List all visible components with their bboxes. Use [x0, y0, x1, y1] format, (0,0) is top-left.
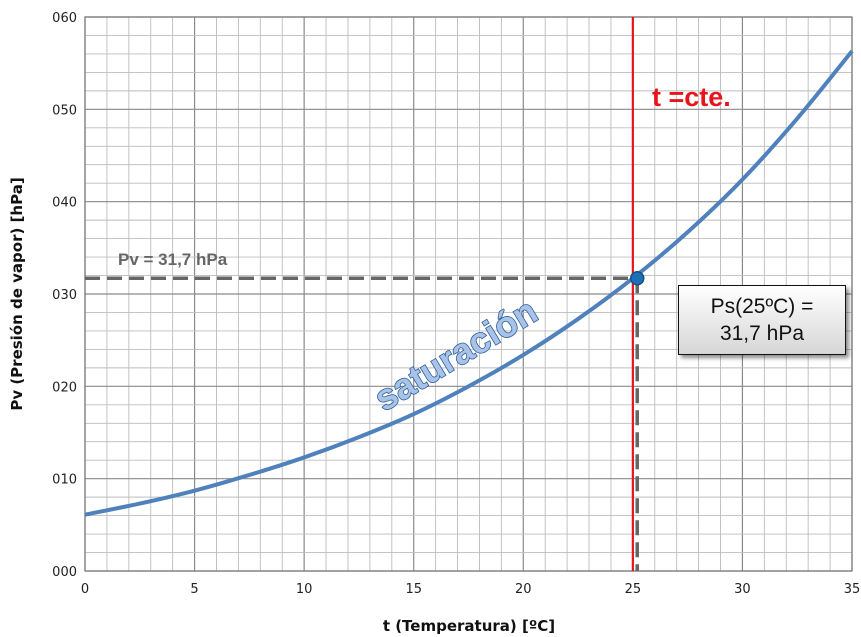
t-constant-label: t =cte. — [652, 82, 731, 112]
x-tick-label: 30 — [734, 582, 751, 597]
ps-annotation-box: Ps(25ºC) = 31,7 hPa — [678, 285, 846, 355]
saturation-curve-label: saturación — [367, 290, 544, 419]
y-tick-labels: 000 010 020 030 040 050 060 — [52, 11, 77, 580]
y-tick-label: 020 — [52, 380, 77, 395]
guide-lines — [85, 17, 639, 571]
pv-value-label: Pv = 31,7 hPa — [118, 250, 228, 269]
ps-box-line2: 31,7 hPa — [719, 322, 805, 345]
plot-area-border — [84, 16, 853, 572]
saturation-point-marker — [629, 271, 645, 286]
x-tick-label: 5 — [190, 582, 198, 597]
x-tick-label: 15 — [405, 582, 422, 597]
grid-lines — [84, 16, 853, 572]
ps-box-line1: Ps(25ºC) = — [710, 294, 814, 318]
x-tick-label: 35 — [844, 582, 861, 597]
x-axis-title: t (Temperatura) [ºC] — [383, 617, 555, 635]
y-axis-title: Pv (Presión de vapor) [hPa] — [8, 177, 26, 410]
y-tick-label: 050 — [52, 103, 77, 118]
y-tick-label: 000 — [52, 565, 77, 580]
x-tick-labels: 0 5 10 15 20 25 30 35 — [81, 582, 860, 597]
x-tick-label: 25 — [625, 582, 642, 597]
x-tick-label: 10 — [296, 582, 313, 597]
y-tick-label: 040 — [52, 196, 77, 211]
y-tick-label: 060 — [52, 11, 77, 26]
x-tick-label: 20 — [515, 582, 532, 597]
saturation-curve — [84, 49, 854, 517]
y-tick-label: 030 — [52, 288, 77, 303]
x-tick-label: 0 — [81, 582, 89, 597]
y-tick-label: 010 — [52, 473, 77, 488]
